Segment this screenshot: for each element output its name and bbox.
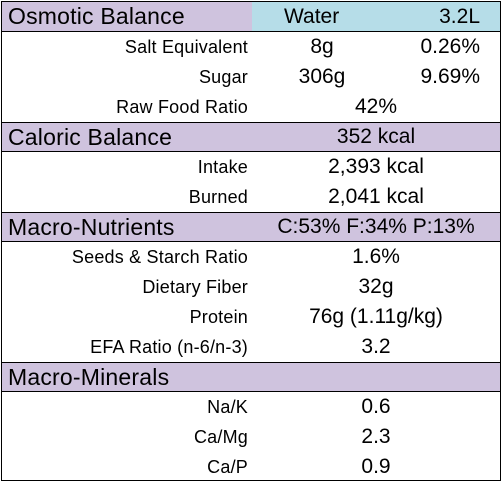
- table-row-intake: Intake 2,393 kcal: [2, 152, 500, 182]
- table-row-efa-ratio: EFA Ratio (n-6/n-3) 3.2: [2, 332, 500, 362]
- row-value: 32g: [358, 275, 394, 298]
- row-value: 76g (1.11g/kg): [309, 305, 443, 328]
- table-row-salt-equivalent: Salt Equivalent 8g 0.26%: [2, 32, 500, 62]
- section-header-macro-minerals: Macro-Minerals: [2, 362, 500, 392]
- row-value: 2,041 kcal: [328, 185, 424, 208]
- table-row-seeds-starch-ratio: Seeds & Starch Ratio 1.6%: [2, 242, 500, 272]
- row-value-amount: 8g: [310, 35, 334, 58]
- table-row-burned: Burned 2,041 kcal: [2, 182, 500, 212]
- water-value: 3.2L: [439, 4, 480, 28]
- row-label: Seeds & Starch Ratio: [71, 246, 248, 267]
- section-title: Caloric Balance: [8, 123, 173, 150]
- row-value: 0.9: [361, 455, 391, 478]
- table-row-sugar: Sugar 306g 9.69%: [2, 62, 500, 92]
- section-header-macro-nutrients: Macro-Nutrients C:53% F:34% P:13%: [2, 212, 500, 242]
- table-row-dietary-fiber: Dietary Fiber 32g: [2, 272, 500, 302]
- row-label: EFA Ratio (n-6/n-3): [90, 336, 248, 357]
- row-label: Raw Food Ratio: [116, 96, 248, 117]
- water-cell: Water 3.2L: [252, 2, 500, 31]
- table-row-ca-mg: Ca/Mg 2.3: [2, 422, 500, 452]
- table-row-raw-food-ratio: Raw Food Ratio 42%: [2, 92, 500, 122]
- table-row-protein: Protein 76g (1.11g/kg): [2, 302, 500, 332]
- section-header-caloric-balance: Caloric Balance 352 kcal: [2, 122, 500, 152]
- row-value-percent: 9.69%: [420, 65, 480, 88]
- section-title: Macro-Nutrients: [8, 213, 175, 240]
- row-value: 3.2: [361, 335, 391, 358]
- section-title: Osmotic Balance: [8, 3, 185, 29]
- table-row-ca-p: Ca/P 0.9: [2, 452, 500, 482]
- row-label: Sugar: [198, 66, 248, 87]
- row-value: 2.3: [361, 425, 391, 448]
- row-value: 2,393 kcal: [328, 155, 424, 178]
- section-header-osmotic-balance: Osmotic Balance Water 3.2L: [2, 2, 500, 32]
- water-label: Water: [284, 4, 340, 28]
- section-value: 352 kcal: [336, 125, 416, 148]
- row-label: Ca/Mg: [193, 426, 248, 447]
- table-row-na-k: Na/K 0.6: [2, 392, 500, 422]
- row-label: Dietary Fiber: [142, 276, 248, 297]
- row-value: 0.6: [361, 395, 391, 418]
- row-label: Intake: [197, 156, 248, 177]
- row-label: Na/K: [207, 396, 248, 417]
- row-value: 1.6%: [352, 245, 400, 268]
- section-title: Macro-Minerals: [8, 363, 170, 390]
- section-value: C:53% F:34% P:13%: [277, 215, 475, 238]
- row-value: 42%: [354, 95, 398, 118]
- row-label: Salt Equivalent: [124, 36, 248, 57]
- row-label: Protein: [189, 306, 248, 327]
- row-label: Burned: [188, 186, 248, 207]
- row-value-percent: 0.26%: [420, 35, 480, 58]
- row-value-amount: 306g: [298, 65, 346, 88]
- row-label: Ca/P: [207, 456, 248, 477]
